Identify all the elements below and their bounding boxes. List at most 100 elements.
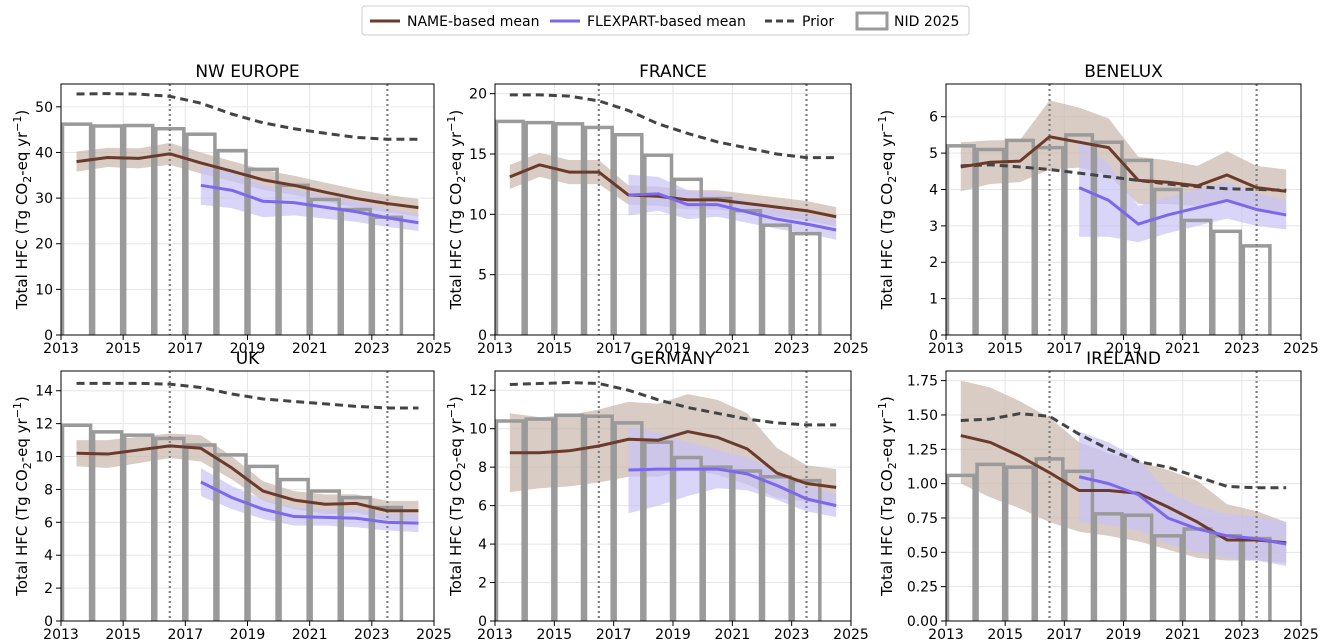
panel: 0 2 4 6 8 10 12 14 2013 2015 2017 2019 2021 2023 2025 U… [11,349,452,641]
panel-title: BENELUX [1084,62,1163,82]
x-tick-label: 2025 [1283,627,1319,641]
x-tick-label: 2017 [1047,627,1083,641]
x-tick-label: 2023 [1224,627,1260,641]
prior-line [509,381,837,427]
y-axis-label-part: Total HFC (Tg CO [13,183,31,311]
y-tick-label: 12 [469,383,487,399]
y-tick-label: 10 [469,207,487,223]
y-tick-label: 0.75 [907,511,938,527]
x-tick-label: 2017 [1047,341,1083,357]
prior-line [76,92,419,141]
nid-bar [185,443,217,621]
flexpart-mean-line [628,192,837,232]
y-tick-label: 20 [469,87,487,103]
y-tick-label: 0.00 [907,614,938,630]
y-axis-label-part: 2 [455,462,468,469]
nid-bar [643,153,674,335]
nid-bar [791,478,822,621]
y-tick-label: 10 [35,282,53,298]
nid-bar [975,462,1006,621]
y-axis-label-part: −1 [445,402,458,418]
y-axis-label-part: 2 [886,462,899,469]
nid-bar [946,473,976,621]
x-tick-label: 2015 [537,341,573,357]
x-tick-label: 2019 [655,627,691,641]
plot-area [946,371,1287,621]
flexpart-uncertainty-band [200,468,419,533]
y-tick-label: 10 [35,450,53,466]
nid-bar [524,417,555,621]
nid-bar [1093,512,1124,621]
y-axis-label: Total HFC (Tg CO2-eq yr−1) [11,110,34,311]
y-axis-label-part: 2 [21,462,34,469]
y-tick-label: 40 [35,145,53,161]
x-tick-label: 2017 [596,341,632,357]
nid-bar [1034,457,1065,621]
y-axis-label-part: Total HFC (Tg CO [878,469,896,597]
x-tick-label: 2015 [987,627,1023,641]
y-tick-label: 2 [44,581,53,597]
legend-prior-label: Prior [802,14,834,30]
flexpart-mean-line [1078,186,1287,226]
prior-line [960,163,1287,192]
nid-bar [309,197,341,335]
panel-title: FRANCE [639,62,707,82]
y-tick-label: 5 [929,146,938,162]
y-axis-label-part: 2 [886,176,899,183]
y-axis-label-part: -eq yr [878,417,896,462]
panel: 0 5 10 15 20 2013 2015 2017 2019 2021 2023 2025 FRAN… [445,62,869,357]
y-tick-label: 1 [929,292,938,308]
nid-bar [309,489,341,621]
x-tick-label: 2013 [928,341,964,357]
nid-bar [122,123,155,335]
name-mean-line [960,434,1287,545]
nid-bar [216,453,248,621]
flexpart-mean-line [200,183,419,225]
y-tick-label: 6 [44,515,53,531]
nid-bar [247,167,279,335]
y-axis-label-part: −1 [876,116,889,132]
plot-area [61,371,419,621]
nid-bar [247,464,279,621]
name-mean-line [509,430,837,489]
panel: 0 2 4 6 8 10 12 2013 2015 2017 2019 2021 2023 2025 GER… [445,349,869,641]
x-tick-label: 2015 [537,627,573,641]
y-tick-label: 4 [478,537,487,553]
x-tick-label: 2013 [928,627,964,641]
flexpart-mean-line [1078,475,1287,546]
panel: 0 1 2 3 4 5 6 2013 2015 2017 2019 2021 2023 2025 BENEL… [876,62,1319,357]
nid-bar [643,440,674,621]
y-tick-label: 1.00 [907,477,938,493]
y-axis-label-part: ) [447,396,465,402]
x-tick-label: 2017 [596,627,632,641]
nid-bar [91,124,124,335]
nid-bar [340,495,373,621]
x-tick-label: 2021 [715,341,751,357]
nid-bar [1093,140,1124,335]
legend: NAME-based mean FLEXPART-based mean Prio… [361,5,970,36]
name-mean-line [76,152,419,210]
plot-area [61,84,419,335]
y-axis-label: Total HFC (Tg CO2-eq yr−1) [876,110,899,311]
nid-bar [524,120,555,335]
x-tick-label: 2019 [655,341,691,357]
y-axis-label-part: -eq yr [878,131,896,176]
y-tick-label: 1.50 [907,408,938,424]
y-axis-label-part: -eq yr [13,417,31,462]
x-tick-label: 2025 [416,341,452,357]
y-tick-label: 3 [929,219,938,235]
nid-bar [761,475,792,621]
y-tick-label: 2 [929,255,938,271]
flexpart-uncertainty-band [1079,431,1287,567]
nid-bar [1152,187,1183,335]
y-tick-label: 0 [929,328,938,344]
flexpart-mean-line [628,467,837,508]
x-tick-label: 2013 [477,341,513,357]
nid-bar [185,132,217,335]
panel: 0 10 20 30 40 50 2013 2015 2017 2019 2021 2023 2025 N… [11,62,452,357]
nid-bar [122,433,155,621]
y-axis-label-part: −1 [876,402,889,418]
nid-bar [216,148,248,335]
